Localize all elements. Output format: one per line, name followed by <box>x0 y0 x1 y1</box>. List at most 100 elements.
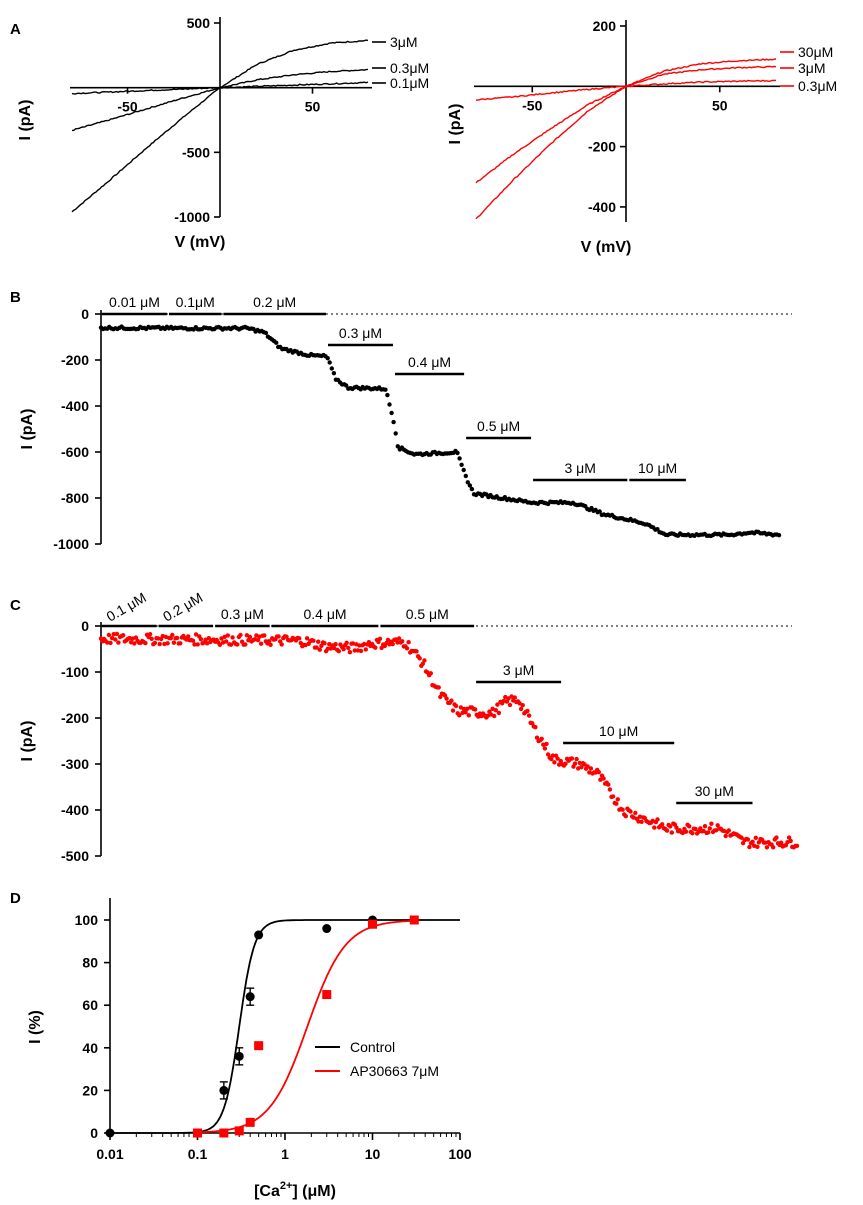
panel-label-d: D <box>10 890 21 907</box>
data-point <box>739 835 744 840</box>
data-point <box>652 825 657 830</box>
data-point <box>368 919 377 929</box>
data-point <box>614 801 619 806</box>
y-tick-label: -400 <box>61 802 89 818</box>
data-point <box>385 392 390 398</box>
data-point <box>557 762 562 767</box>
data-point <box>466 713 471 718</box>
data-point <box>344 383 349 388</box>
concentration-label: 0.5 μM <box>477 418 520 434</box>
data-point <box>507 702 513 708</box>
concentration-label: 0.3 μM <box>221 606 264 622</box>
x-tick-label: -50 <box>117 99 137 115</box>
data-point <box>243 642 248 647</box>
concentration-label: 0.4 μM <box>408 354 451 370</box>
data-point <box>336 649 341 654</box>
x-tick-label: 0.1 <box>188 1146 208 1162</box>
y-tick-label: 200 <box>593 18 617 34</box>
data-point <box>693 826 698 832</box>
chart-b: 0 -200 -400 -600 -800 -1000 0.01 μM 0.1μM 0.2 μM… <box>19 294 792 552</box>
concentration-label: 0.01 μM <box>109 294 160 310</box>
data-point <box>549 756 554 762</box>
series-label: 3μM <box>798 60 826 76</box>
data-point <box>457 713 462 718</box>
data-point <box>170 632 175 638</box>
data-point <box>794 843 800 848</box>
data-point <box>377 636 383 641</box>
data-point <box>329 366 334 371</box>
concentration-label: 10 μM <box>599 723 638 739</box>
y-axis-label: I (pA) <box>19 409 36 450</box>
data-point <box>715 823 720 828</box>
data-point <box>387 402 392 407</box>
data-point <box>495 702 500 707</box>
data-point <box>174 635 180 641</box>
data-point <box>615 797 620 802</box>
data-point <box>750 839 755 844</box>
y-tick-label: 0 <box>81 618 89 634</box>
data-point <box>550 753 555 758</box>
data-point <box>706 830 711 835</box>
y-tick-label: -1000 <box>53 536 89 552</box>
concentration-label: 0.1μM <box>176 294 215 310</box>
x-axis-label: [Ca2+] (μM) <box>254 1180 336 1200</box>
data-point <box>669 830 674 835</box>
y-tick-label: 0 <box>81 306 89 322</box>
data-point <box>198 637 204 642</box>
data-point <box>247 634 253 640</box>
iv-trace-3 <box>475 79 777 101</box>
y-tick-label: -100 <box>61 664 89 680</box>
data-point <box>268 642 273 647</box>
data-point <box>193 632 199 637</box>
data-point <box>582 762 587 767</box>
series-label: 0.3μM <box>390 60 429 76</box>
data-point <box>417 656 422 661</box>
series-label: 0.3μM <box>798 78 837 94</box>
concentration-label: 0.2 μM <box>160 589 205 624</box>
series-label: 30μM <box>798 44 833 60</box>
data-point <box>362 641 367 647</box>
data-point <box>132 641 137 646</box>
y-tick-label: 500 <box>187 15 211 31</box>
data-point <box>116 640 121 645</box>
data-point <box>473 707 478 712</box>
data-point <box>753 835 758 840</box>
data-point <box>465 480 470 485</box>
concentration-label: 0.1 μM <box>104 589 149 624</box>
y-tick-label: -1000 <box>174 209 210 225</box>
x-tick-label: -50 <box>522 97 542 113</box>
data-point <box>352 648 357 653</box>
y-tick-label: 100 <box>75 912 99 928</box>
data-point <box>186 634 191 639</box>
data-point <box>316 639 321 644</box>
data-point <box>633 810 638 816</box>
data-point <box>469 486 475 492</box>
data-point <box>322 924 332 934</box>
chart-d: 0 20 40 60 80 100 0.01 0.1 1 10 100 Control AP30663 … <box>27 898 472 1200</box>
data-point <box>206 636 211 641</box>
data-point <box>147 632 153 637</box>
y-tick-label: -200 <box>61 352 89 368</box>
y-tick-label: 40 <box>82 1040 98 1056</box>
data-point <box>623 814 628 819</box>
data-point <box>577 760 582 766</box>
data-point <box>157 641 162 647</box>
y-tick-label: 60 <box>82 997 98 1013</box>
data-point <box>563 761 568 766</box>
x-tick-label: 0.01 <box>96 1146 123 1162</box>
series-label: 3μM <box>390 34 418 50</box>
data-point <box>668 824 673 829</box>
y-axis-label: I (%) <box>27 1010 44 1044</box>
data-point <box>525 708 530 714</box>
concentration-label: 3 μM <box>503 662 534 678</box>
data-point <box>390 641 395 647</box>
data-point <box>585 764 590 769</box>
panel-label-b: B <box>10 289 21 306</box>
data-point <box>393 431 398 436</box>
data-point <box>108 640 113 646</box>
data-point <box>344 640 349 645</box>
concentration-label: 3 μM <box>565 460 596 476</box>
data-point <box>297 636 302 641</box>
data-point <box>379 645 384 651</box>
data-point <box>171 640 177 645</box>
